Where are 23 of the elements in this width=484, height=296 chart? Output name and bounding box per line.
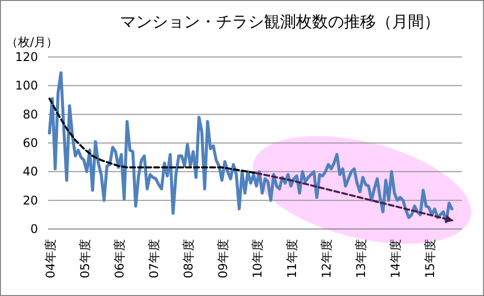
y-tick-label: 40 [22,164,38,179]
x-tick-label: 11年度 [284,239,299,278]
line-series [48,71,454,224]
x-tick-label: 09年度 [216,239,230,278]
x-tick-label: 04年度 [43,239,58,278]
x-tick-label: 06年度 [112,239,126,278]
x-tick-label: 10年度 [250,239,264,278]
y-tick-label: 120 [15,50,38,64]
x-tick-label: 13年度 [354,239,368,278]
x-tick-label: 15年度 [422,239,437,278]
x-tick-label: 12年度 [319,239,334,278]
y-tick-label: 0 [30,222,38,236]
line-series [48,98,258,174]
y-axis-title: （枚/月） [6,35,58,49]
x-tick-label: 05年度 [78,239,92,278]
y-tick-label: 60 [22,136,38,150]
x-tick-label: 14年度 [388,239,402,278]
x-tick-label: 08年度 [181,239,196,278]
x-tick-label: 07年度 [146,239,161,278]
chart-title: マンション・チラシ観測枚数の推移（月間） [120,12,440,31]
y-tick-label: 20 [22,193,38,208]
y-tick-label: 80 [22,107,38,122]
y-tick-label: 100 [15,78,38,93]
